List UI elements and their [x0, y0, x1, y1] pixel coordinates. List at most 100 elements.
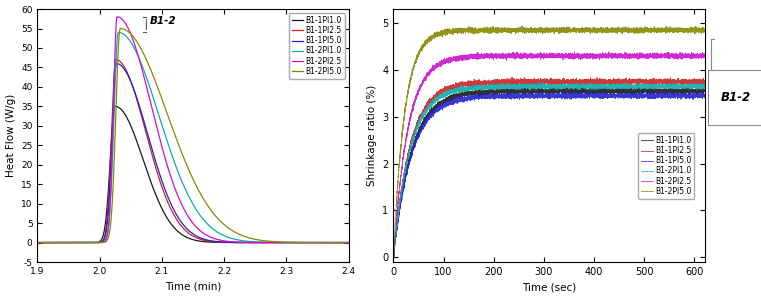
B1-1PI2.5 — [265, 241, 274, 244]
B1-2PI2.5 — [389, 256, 398, 259]
Line: B1-2PI5.0: B1-2PI5.0 — [393, 26, 705, 257]
B1-2PI5.0 — [464, 26, 473, 29]
B1-1PI5.0 — [235, 241, 244, 244]
B1-2PI5.0 — [116, 27, 125, 30]
FancyBboxPatch shape — [708, 70, 761, 125]
B1-1PI2.5 — [33, 241, 42, 244]
B1-1PI5.0 — [700, 94, 709, 98]
B1-1PI2.5 — [461, 84, 470, 88]
B1-2PI5.0 — [517, 24, 527, 27]
B1-2PI5.0 — [700, 29, 709, 32]
B1-2PI1.0 — [235, 238, 244, 242]
B1-1PI1.0 — [265, 241, 274, 244]
Line: B1-2PI2.5: B1-2PI2.5 — [393, 52, 705, 257]
B1-1PI5.0 — [344, 241, 353, 244]
B1-2PI5.0 — [389, 256, 398, 259]
Line: B1-1PI1.0: B1-1PI1.0 — [37, 106, 349, 243]
B1-2PI1.0 — [114, 31, 123, 34]
Line: B1-1PI1.0: B1-1PI1.0 — [393, 88, 705, 257]
B1-2PI1.0 — [152, 106, 161, 109]
B1-2PI5.0 — [265, 240, 274, 243]
B1-1PI1.0 — [288, 241, 298, 244]
B1-1PI1.0 — [528, 90, 537, 93]
Line: B1-1PI5.0: B1-1PI5.0 — [393, 91, 705, 257]
B1-1PI1.0 — [506, 90, 515, 94]
B1-1PI2.5 — [698, 81, 707, 85]
X-axis label: Time (min): Time (min) — [165, 281, 221, 291]
B1-1PI1.0 — [464, 91, 473, 95]
Text: B1-2: B1-2 — [149, 16, 176, 26]
Line: B1-2PI1.0: B1-2PI1.0 — [393, 82, 705, 257]
B1-2PI1.0 — [698, 84, 707, 88]
B1-2PI1.0 — [463, 86, 472, 90]
B1-1PI1.0 — [698, 90, 707, 94]
B1-1PI5.0 — [219, 240, 228, 244]
B1-1PI1.0 — [700, 89, 709, 93]
B1-1PI5.0 — [645, 90, 654, 93]
B1-1PI2.5 — [219, 240, 228, 244]
B1-1PI1.0 — [461, 93, 470, 96]
B1-2PI2.5 — [288, 241, 298, 244]
B1-1PI2.5 — [344, 241, 353, 244]
B1-2PI5.0 — [344, 241, 353, 244]
Legend: B1-1PI1.0, B1-1PI2.5, B1-1PI5.0, B1-2PI1.0, B1-2PI2.5, B1-2PI5.0: B1-1PI1.0, B1-1PI2.5, B1-1PI5.0, B1-2PI1… — [288, 13, 345, 79]
Y-axis label: Shrinkage ratio (%): Shrinkage ratio (%) — [367, 85, 377, 186]
B1-1PI5.0 — [506, 95, 515, 99]
B1-1PI2.5 — [506, 82, 515, 85]
B1-1PI2.5 — [528, 79, 537, 82]
B1-1PI5.0 — [463, 96, 472, 100]
B1-1PI2.5 — [389, 256, 398, 259]
B1-1PI1.0 — [344, 241, 353, 244]
B1-2PI1.0 — [265, 240, 274, 244]
X-axis label: Time (sec): Time (sec) — [522, 283, 576, 292]
Y-axis label: Heat Flow (W/g): Heat Flow (W/g) — [5, 94, 15, 177]
B1-2PI1.0 — [700, 85, 709, 88]
B1-1PI1.0 — [152, 195, 161, 198]
B1-1PI5.0 — [89, 241, 98, 244]
Line: B1-2PI1.0: B1-2PI1.0 — [37, 32, 349, 243]
B1-1PI5.0 — [112, 62, 121, 65]
B1-1PI5.0 — [528, 94, 537, 98]
B1-2PI1.0 — [464, 86, 473, 90]
B1-2PI5.0 — [528, 30, 537, 34]
B1-1PI2.5 — [508, 75, 517, 79]
B1-2PI2.5 — [604, 50, 613, 54]
B1-1PI1.0 — [219, 241, 228, 244]
B1-2PI2.5 — [89, 241, 98, 244]
Line: B1-2PI2.5: B1-2PI2.5 — [37, 17, 349, 243]
B1-2PI1.0 — [506, 85, 515, 89]
B1-2PI2.5 — [461, 57, 470, 61]
B1-2PI5.0 — [235, 233, 244, 236]
B1-2PI1.0 — [461, 89, 470, 92]
B1-2PI2.5 — [235, 240, 244, 244]
B1-1PI2.5 — [152, 168, 161, 172]
B1-2PI1.0 — [389, 256, 398, 259]
B1-2PI5.0 — [506, 28, 515, 32]
B1-2PI2.5 — [463, 56, 472, 60]
B1-1PI1.0 — [578, 86, 587, 89]
B1-2PI1.0 — [344, 241, 353, 244]
B1-1PI5.0 — [464, 97, 473, 101]
B1-1PI5.0 — [33, 241, 42, 244]
B1-1PI1.0 — [463, 92, 472, 95]
B1-2PI1.0 — [89, 241, 98, 244]
B1-2PI5.0 — [33, 241, 42, 244]
B1-1PI2.5 — [464, 82, 473, 86]
B1-1PI1.0 — [33, 241, 42, 244]
B1-1PI1.0 — [389, 256, 398, 259]
B1-1PI2.5 — [89, 241, 98, 244]
B1-2PI2.5 — [219, 239, 228, 243]
B1-1PI2.5 — [288, 241, 298, 244]
Line: B1-2PI5.0: B1-2PI5.0 — [37, 29, 349, 243]
B1-2PI2.5 — [698, 55, 707, 58]
Line: B1-1PI2.5: B1-1PI2.5 — [393, 77, 705, 257]
B1-1PI5.0 — [152, 162, 161, 166]
B1-1PI2.5 — [111, 58, 120, 61]
Line: B1-1PI2.5: B1-1PI2.5 — [37, 60, 349, 243]
B1-2PI5.0 — [219, 223, 228, 226]
B1-2PI2.5 — [344, 241, 353, 244]
B1-2PI1.0 — [33, 241, 42, 244]
B1-2PI1.0 — [539, 80, 548, 84]
B1-1PI1.0 — [235, 241, 244, 244]
B1-2PI2.5 — [33, 241, 42, 244]
